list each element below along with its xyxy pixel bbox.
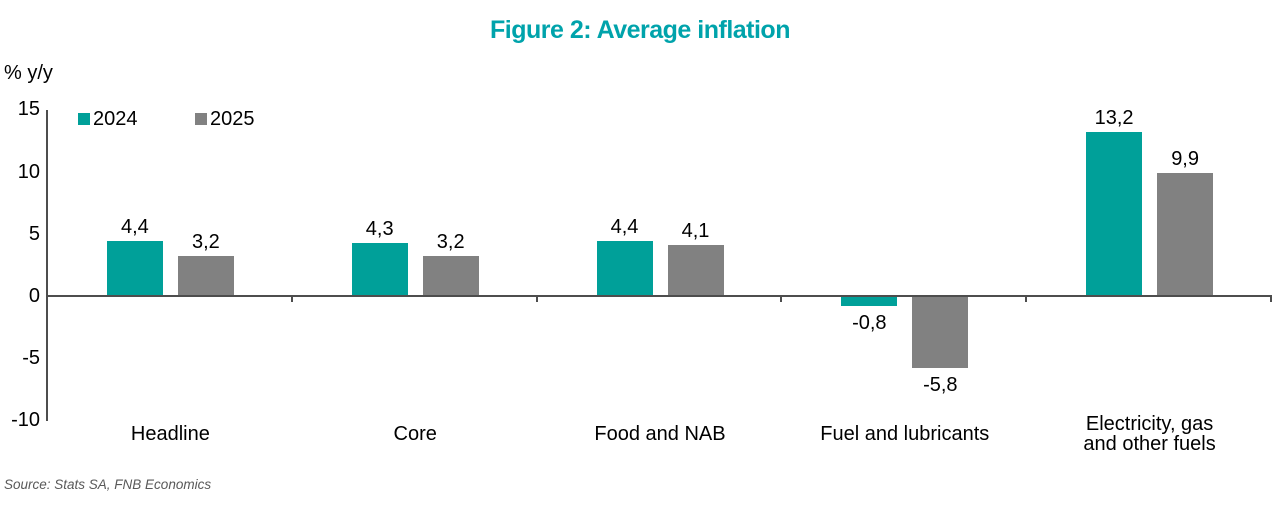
x-axis-tick — [780, 297, 783, 302]
bar-2024-fuel-and-lubricants — [841, 296, 898, 306]
y-tick-label-5: 5 — [28, 222, 40, 245]
bar-2025-food-and-nab — [667, 244, 724, 296]
x-axis-tick — [290, 297, 293, 302]
y-tick-label-0: 0 — [28, 285, 40, 307]
category-label-fuel-and-lubricants: Fuel and lubricants — [820, 423, 990, 445]
x-axis-tick — [1025, 297, 1028, 302]
legend-item-2024: 2024 — [78, 108, 138, 130]
value-label-2024-headline: 4,4 — [120, 216, 149, 239]
value-label-2024-core: 4,3 — [365, 217, 394, 240]
x-axis-tick — [1270, 297, 1272, 302]
category-label-core: Core — [393, 423, 437, 445]
value-label-2024-fuel-and-lubricants: -0,8 — [852, 311, 887, 334]
value-label-2024-food-and-nab: 4,4 — [610, 216, 639, 239]
y-tick-label--5: -5 — [22, 347, 40, 370]
x-axis-tick — [535, 297, 538, 302]
category-label-headline: Headline — [130, 423, 210, 445]
value-label-2025-electricity-gas-and-other-fuels: 9,9 — [1171, 147, 1199, 170]
value-label-2025-food-and-nab: 4,1 — [681, 219, 710, 242]
y-axis-unit-label: % y/y — [4, 62, 53, 84]
x-axis-line — [46, 295, 1272, 297]
bar-2025-core — [422, 256, 479, 296]
value-label-2025-headline: 3,2 — [191, 231, 220, 254]
legend-label-2025: 2025 — [210, 107, 255, 130]
value-label-2025-core: 3,2 — [436, 231, 465, 254]
bar-2025-headline — [177, 256, 234, 296]
bar-2024-headline — [106, 241, 163, 296]
bar-2024-core — [351, 242, 408, 296]
bar-2024-electricity-gas-and-other-fuels — [1086, 131, 1143, 296]
legend-label-2024: 2024 — [93, 107, 138, 130]
bar-2025-fuel-and-lubricants — [912, 296, 969, 369]
value-label-2024-electricity-gas-and-other-fuels: 13,2 — [1094, 106, 1134, 129]
category-label-food-and-nab: Food and NAB — [594, 423, 726, 445]
y-tick-label-10: 10 — [17, 160, 40, 183]
legend-item-2025: 2025 — [195, 108, 255, 130]
y-tick-label--10: -10 — [11, 409, 40, 432]
y-axis-line — [46, 110, 48, 421]
legend-swatch-2024 — [78, 113, 90, 125]
bar-2025-electricity-gas-and-other-fuels — [1157, 172, 1214, 296]
y-tick-label-15: 15 — [17, 98, 40, 121]
chart-title: Figure 2: Average inflation — [490, 16, 790, 44]
value-label-2025-fuel-and-lubricants: -5,8 — [923, 374, 958, 397]
category-label-electricity-gas-and-other-fuels: Electricity, gas and other fuels — [1083, 413, 1216, 455]
legend-swatch-2025 — [195, 113, 207, 125]
bar-2024-food-and-nab — [596, 241, 653, 296]
source-note: Source: Stats SA, FNB Economics — [4, 477, 212, 492]
